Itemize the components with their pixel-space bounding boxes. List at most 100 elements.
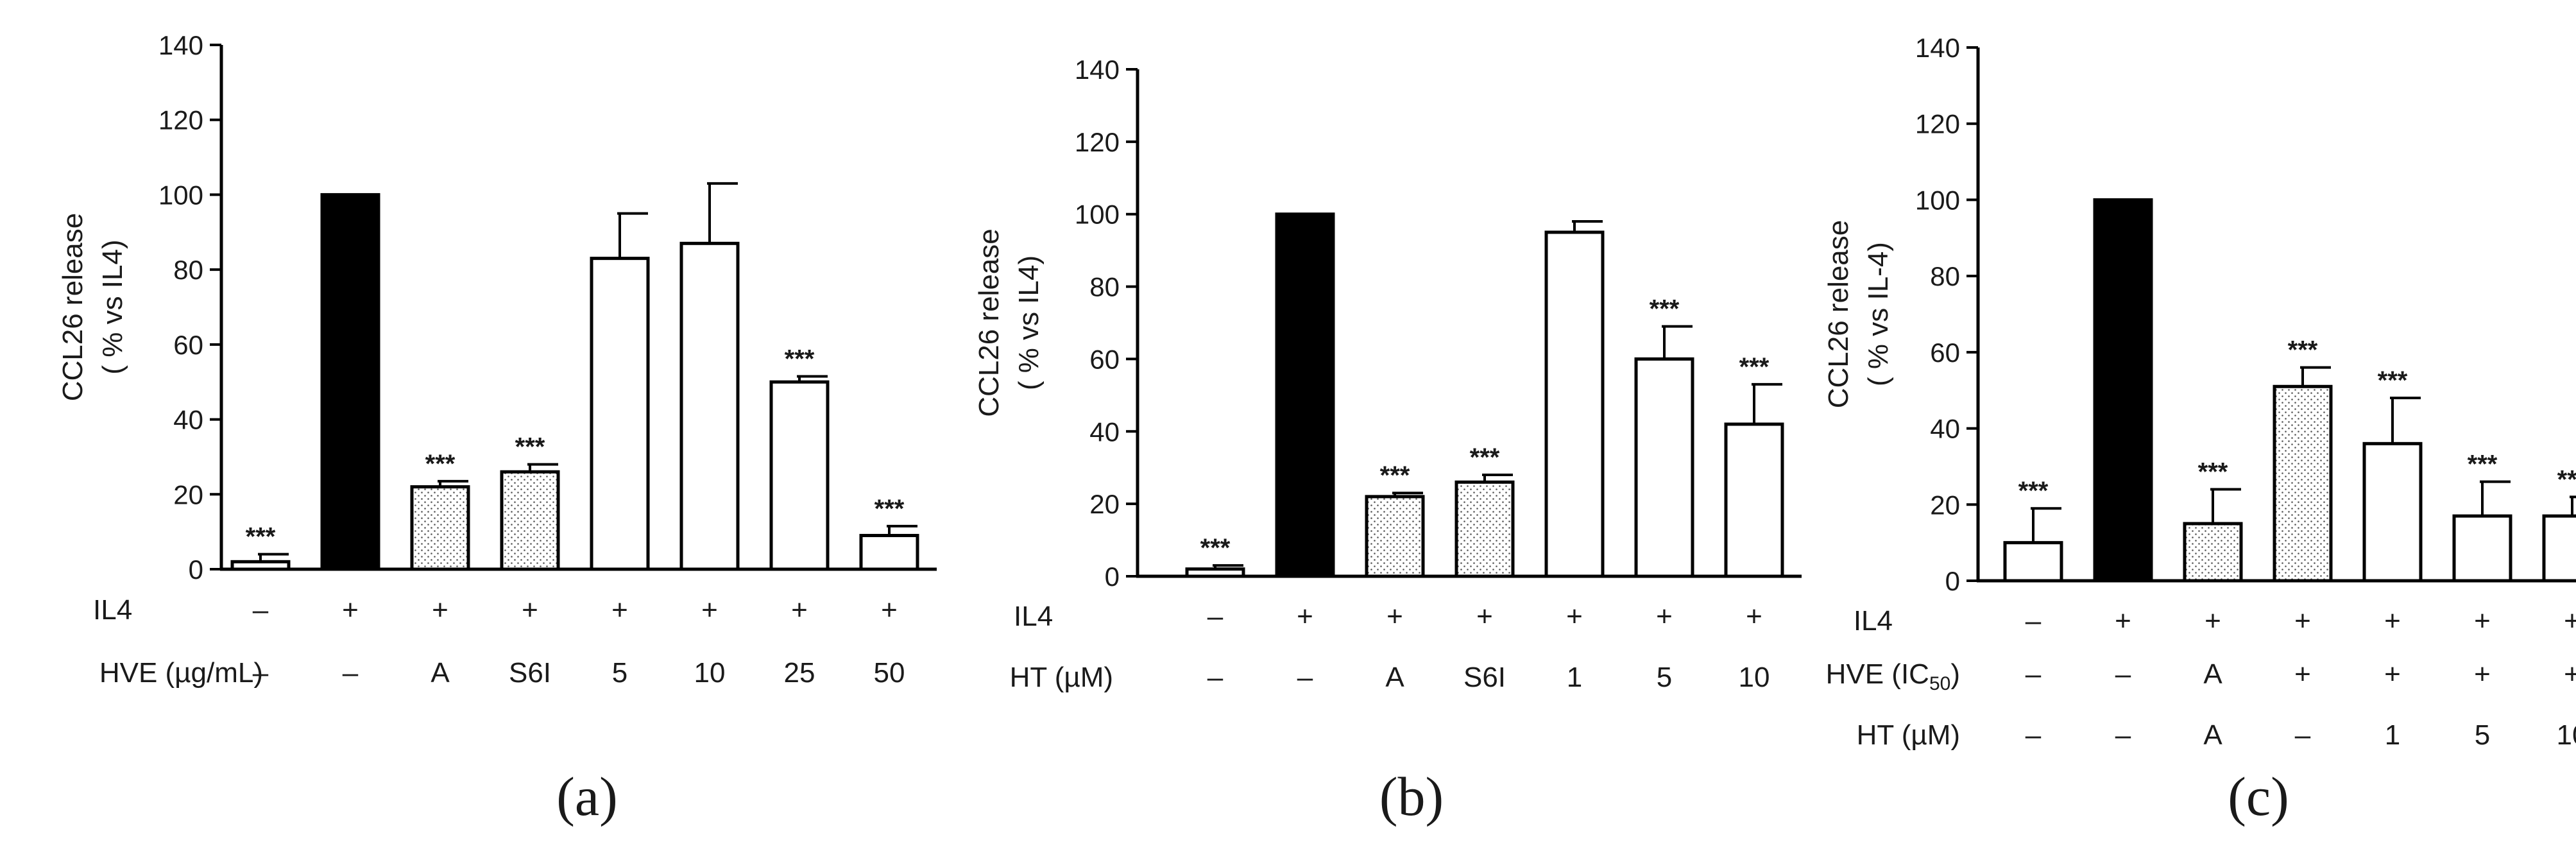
panel-b-row-1-cell-5: 5	[1657, 662, 1672, 693]
panel-a-ylabel-line2: ( % vs IL4)	[97, 239, 128, 374]
panel-c-row-2-cell-3: –	[2295, 719, 2311, 751]
panel-b-y-tick-label-4: 80	[1089, 272, 1120, 302]
panel-b-row-1-cell-1: –	[1297, 662, 1313, 693]
panel-a-row-0-cell-1: +	[342, 594, 359, 626]
panel-c-row-1-cell-2: A	[2203, 658, 2222, 690]
panel-c-significance-4: ***	[2378, 366, 2408, 395]
panel-b-significance-3: ***	[1470, 443, 1500, 472]
panel-b-row-0-cell-1: +	[1297, 601, 1313, 632]
panel-c-significance-2: ***	[2198, 458, 2228, 486]
panel-c-y-tick-label-7: 140	[1915, 33, 1960, 63]
panel-c-bar-4	[2362, 442, 2423, 583]
panel-c-y-tick-label-5: 100	[1915, 185, 1960, 215]
panel-b-bar-1	[1275, 212, 1335, 578]
panel-b-ylabel-line1: CCL26 release	[973, 228, 1005, 417]
panel-b-y-tick-label-5: 100	[1075, 200, 1120, 230]
panel-a-row-0-cell-6: +	[791, 594, 808, 626]
panel-b-y-tick-label-6: 120	[1075, 127, 1120, 157]
panel-c-row-0-cell-4: +	[2384, 605, 2401, 637]
panel-b-significance-6: ***	[1739, 353, 1770, 381]
panel-a-row-1-cell-5: 10	[694, 657, 726, 689]
panel-c-row-0-cell-1: +	[2115, 605, 2131, 637]
panel-a-row-0-cell-4: +	[611, 594, 628, 626]
panel-a-row-1-cell-0: –	[253, 657, 269, 689]
panel-b-label: (b)	[1379, 766, 1444, 827]
panel-b-bar-6	[1724, 422, 1784, 578]
panel-b-y-tick-label-3: 60	[1089, 344, 1120, 374]
panel-b-row-1-cell-6: 10	[1739, 662, 1770, 693]
panel-a-bar-0	[230, 560, 291, 571]
panel-c-significance-3: ***	[2288, 336, 2318, 364]
panel-a-significance-3: ***	[515, 433, 545, 461]
panel-b-row-0-cell-6: +	[1746, 601, 1762, 632]
panel-c-row-1-cell-1: –	[2115, 658, 2131, 690]
panel-a-significance-7: ***	[874, 495, 905, 523]
panel-c-row-2-cell-5: 5	[2475, 719, 2490, 751]
panel-a-significance-6: ***	[785, 345, 815, 373]
panel-a-bar-3	[500, 470, 560, 571]
panel-a-y-tick-label-1: 20	[173, 479, 203, 510]
panel-b-y-tick-label-2: 40	[1089, 416, 1120, 447]
panel-a-y-tick-label-6: 120	[158, 105, 203, 135]
panel-b-significance-5: ***	[1650, 295, 1680, 323]
panel-c-y-tick-label-4: 80	[1930, 261, 1960, 291]
panel-c-row-label-1: HVE (IC50)	[1826, 658, 1960, 694]
panel-a-bar-2	[410, 485, 470, 571]
panel-b-row-0-cell-5: +	[1656, 601, 1673, 632]
panel-b-row-0-cell-0: –	[1207, 601, 1224, 632]
panel-c-row-2-cell-6: 10	[2557, 719, 2576, 751]
panel-c-y-tick-label-2: 40	[1930, 414, 1960, 444]
panel-a-row-0-cell-0: –	[253, 594, 269, 626]
panel-c-ylabel-line1: CCL26 release	[1823, 220, 1854, 409]
panel-b-row-1-cell-4: 1	[1567, 662, 1582, 693]
panel-a-row-1-cell-7: 50	[874, 657, 905, 689]
panel-c-bar-6	[2542, 514, 2576, 583]
panel-c-row-2-cell-0: –	[2026, 719, 2042, 751]
panel-c-row-1-cell-3: +	[2294, 658, 2311, 690]
panel-c-y-tick-label-1: 20	[1930, 490, 1960, 520]
panel-b-row-0-cell-4: +	[1566, 601, 1583, 632]
panel-a-row-0-cell-7: +	[881, 594, 898, 626]
panel-a-y-tick-label-0: 0	[189, 554, 203, 585]
panel-a-row-label-0: IL4	[93, 594, 132, 626]
panel-b-row-1-cell-2: A	[1385, 662, 1404, 693]
panel-c-row-1-cell-6: +	[2564, 658, 2576, 690]
panel-b-y-tick-label-1: 20	[1089, 489, 1120, 519]
panel-c-y-tick-label-6: 120	[1915, 109, 1960, 139]
panel-b-row-1-cell-0: –	[1207, 662, 1224, 693]
panel-c-significance-0: ***	[2018, 477, 2049, 505]
panel-b-row-label-0: IL4	[1014, 601, 1053, 632]
panel-a-bar-7	[859, 533, 919, 571]
panel-a-row-0-cell-3: +	[522, 594, 538, 626]
panel-b-row-0-cell-2: +	[1386, 601, 1403, 632]
panel-c-row-2-cell-4: 1	[2385, 719, 2400, 751]
panel-b-bar-4	[1544, 230, 1605, 578]
panel-a-row-1-cell-6: 25	[784, 657, 815, 689]
panel-c-row-0-cell-6: +	[2564, 605, 2576, 637]
panel-b-y-tick-label-0: 0	[1105, 562, 1120, 592]
panel-a-bar-4	[590, 257, 650, 571]
panel-c-bar-5	[2452, 514, 2512, 583]
panel-c-row-0-cell-2: +	[2205, 605, 2221, 637]
panel-a-row-1-cell-3: S6I	[509, 657, 551, 689]
panel-b-row-1-cell-3: S6I	[1463, 662, 1506, 693]
panel-c-significance-5: ***	[2468, 450, 2498, 479]
panel-b-row-0-cell-3: +	[1476, 601, 1493, 632]
panel-b-bar-2	[1365, 495, 1425, 578]
panel-c-label: (c)	[2228, 766, 2289, 827]
panel-a-row-label-1: HVE (µg/mL)	[99, 657, 263, 689]
panel-a-chart: 0 20 40 60 80 100 120 140 CCL26 release ( % vs IL…	[57, 30, 937, 827]
panel-a-y-tick-label-7: 140	[158, 30, 203, 60]
panel-b-y-tick-label-7: 140	[1075, 55, 1120, 85]
panel-c-ylabel-line2: ( % vs IL-4)	[1863, 242, 1894, 386]
panel-a-significance-0: ***	[246, 523, 276, 551]
panel-c-y-tick-label-0: 0	[1945, 566, 1960, 596]
panel-a-row-1-cell-4: 5	[612, 657, 627, 689]
panel-b-ylabel-line2: ( % vs IL4)	[1013, 255, 1045, 390]
panel-c-row-0-cell-0: –	[2026, 605, 2042, 637]
panel-a-row-1-cell-1: –	[343, 657, 359, 689]
panel-c-chart: 0 20 40 60 80 100 120 140 CCL26 release ( % vs IL…	[1823, 33, 2576, 827]
panel-a-row-1-cell-2: A	[431, 657, 450, 689]
panel-c-bar-2	[2183, 522, 2243, 583]
